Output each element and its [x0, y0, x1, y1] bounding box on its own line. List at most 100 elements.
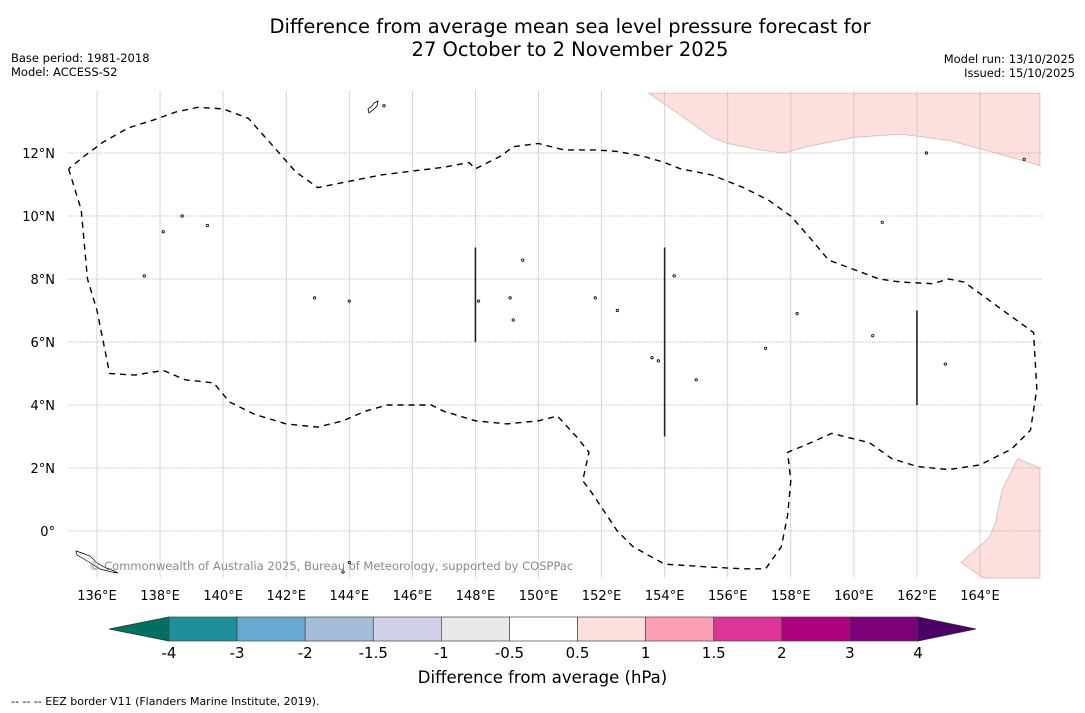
issued-date: Issued: 15/10/2025	[964, 66, 1075, 80]
island-mark	[205, 223, 209, 228]
colorbar-tick-label: 1	[641, 644, 651, 662]
meta-right: Model run: 13/10/2025 Issued: 15/10/2025	[944, 52, 1075, 80]
x-tick-label: 156°E	[708, 589, 748, 604]
island-mark	[511, 318, 515, 322]
shaded-region-0	[647, 92, 1041, 167]
colorbar-tick-label: 3	[845, 644, 855, 662]
island-mark	[476, 299, 481, 303]
island-mark	[382, 104, 386, 108]
islands	[75, 100, 1026, 574]
x-tick-label: 140°E	[203, 589, 243, 604]
colorbar-segment	[441, 616, 510, 642]
map-title-line1: Difference from average mean sea level p…	[269, 15, 871, 38]
colorbar-tick-label: -0.5	[495, 644, 524, 662]
colorbar-tick-label: -4	[162, 644, 177, 662]
shaded-region-1	[960, 458, 1041, 579]
colorbar-segment	[509, 616, 578, 642]
colorbar-under-arrow	[108, 616, 170, 642]
colorbar-segment	[781, 616, 851, 642]
colorbar-tick-labels: -4 -3 -2 -1.5 -1 -0.5 0.5 1 1.5 2 3 4	[162, 644, 923, 662]
eez-footnote: -- -- -- EEZ border V11 (Flanders Marine…	[11, 695, 320, 708]
y-tick-label: 6°N	[31, 336, 56, 351]
x-tick-label: 136°E	[77, 589, 117, 604]
x-tick-label: 150°E	[519, 589, 559, 604]
colorbar-tick-label: 1.5	[702, 644, 726, 662]
y-tick-label: 2°N	[31, 462, 56, 477]
island-mark	[615, 308, 619, 313]
y-tick-label: 0°	[40, 525, 55, 540]
shaded-regions	[647, 92, 1041, 579]
x-tick-label: 138°E	[140, 589, 180, 604]
island-mark	[341, 570, 345, 574]
island-mark	[312, 296, 317, 300]
y-tick-label: 8°N	[31, 273, 56, 288]
vertical-markers	[474, 247, 918, 437]
island-mark	[347, 560, 351, 565]
map-title: Difference from average mean sea level p…	[0, 15, 1085, 61]
island-mark	[871, 334, 875, 338]
colorbar-segment	[849, 616, 919, 642]
colorbar	[108, 616, 977, 642]
colorbar-segment	[645, 616, 715, 642]
eez-border	[67, 106, 1038, 570]
island-mark	[180, 214, 184, 218]
x-tick-label: 160°E	[834, 589, 874, 604]
island-mark	[924, 151, 928, 155]
map-title-line2: 27 October to 2 November 2025	[411, 38, 729, 61]
x-tick-label: 158°E	[771, 589, 811, 604]
island-mark	[593, 296, 597, 300]
y-tick-label: 4°N	[31, 399, 56, 414]
x-tick-label: 154°E	[645, 589, 685, 604]
meta-left: Base period: 1981-2018 Model: ACCESS-S2	[11, 51, 150, 79]
colorbar-tick-label: -1	[434, 644, 449, 662]
island-outline	[75, 550, 119, 574]
y-tick-label: 10°N	[22, 210, 55, 225]
island-mark	[161, 230, 165, 234]
x-tick-label: 146°E	[393, 589, 433, 604]
colorbar-label: Difference from average (hPa)	[417, 668, 668, 687]
model-run-date: Model run: 13/10/2025	[943, 52, 1075, 66]
colorbar-segment	[577, 616, 646, 642]
colorbar-tick-label: 2	[777, 644, 787, 662]
island-mark	[943, 362, 947, 366]
colorbar-segment	[236, 616, 306, 642]
y-tick-label: 12°N	[22, 147, 55, 162]
colorbar-tick-label: -2	[298, 644, 313, 662]
x-tick-labels: 136°E 138°E 140°E 142°E 144°E 146°E 148°E 150°E…	[77, 589, 1000, 604]
colorbar-segment	[168, 616, 238, 642]
colorbar-tick-label: 0.5	[566, 644, 590, 662]
copyright-text: © Commonwealth of Australia 2025, Bureau…	[89, 559, 573, 573]
island-mark	[672, 274, 676, 278]
colorbar-tick-label: 4	[913, 644, 923, 662]
eez-border-line	[67, 106, 1038, 570]
model-name: Model: ACCESS-S2	[11, 65, 118, 79]
island-mark	[763, 346, 768, 350]
island-outline	[367, 100, 379, 114]
island-mark	[142, 274, 146, 278]
x-tick-label: 164°E	[960, 589, 1000, 604]
island-mark	[1022, 157, 1026, 161]
x-tick-label: 142°E	[266, 589, 306, 604]
island-mark	[521, 258, 525, 262]
island-mark	[347, 299, 351, 303]
island-mark	[795, 312, 799, 316]
x-tick-label: 152°E	[582, 589, 622, 604]
x-tick-label: 144°E	[330, 589, 370, 604]
island-mark	[656, 359, 660, 363]
island-mark	[650, 356, 654, 360]
y-tick-labels: 0° 2°N 4°N 6°N 8°N 10°N 12°N	[22, 147, 55, 540]
colorbar-over-arrow	[917, 616, 977, 642]
graticule	[68, 91, 1042, 578]
colorbar-segment	[372, 616, 442, 642]
colorbar-segment	[713, 616, 783, 642]
colorbar-segment	[304, 616, 374, 642]
island-mark	[694, 378, 698, 382]
island-mark	[508, 296, 512, 300]
colorbar-tick-label: -3	[230, 644, 245, 662]
colorbar-tick-label: -1.5	[359, 644, 388, 662]
x-tick-label: 162°E	[897, 589, 937, 604]
x-tick-label: 148°E	[456, 589, 496, 604]
island-mark	[880, 220, 884, 224]
base-period: Base period: 1981-2018	[11, 51, 150, 65]
